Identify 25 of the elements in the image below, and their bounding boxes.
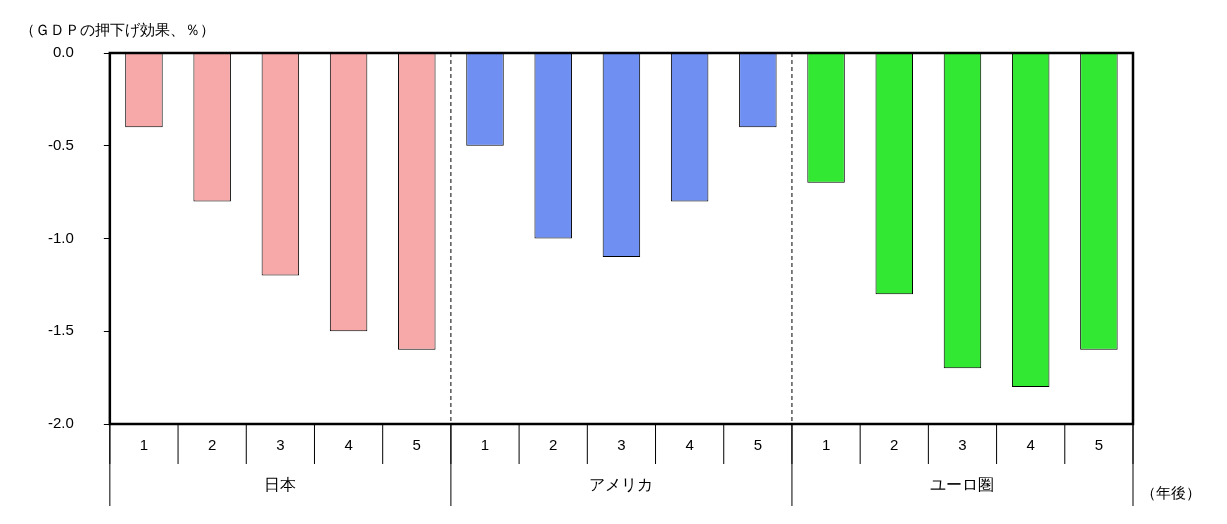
x-tick-label: 1	[821, 436, 831, 454]
x-tick-label: 1	[480, 436, 490, 454]
text: 日本	[264, 476, 297, 494]
y-tick-label: -1.0	[47, 228, 74, 246]
x-tick-label: 3	[617, 436, 626, 454]
x-tick-label: 2	[207, 436, 217, 454]
x-tick-label: 4	[344, 436, 353, 454]
x-tick-label: 2	[549, 436, 558, 454]
y-tick-label: -0.5	[47, 135, 74, 153]
x-axis-title: （年後）	[1141, 484, 1201, 502]
x-tick-label: 3	[958, 436, 967, 454]
x-tick-label: 5	[1094, 436, 1104, 454]
y-tick-label: -2.0	[47, 414, 74, 432]
x-tick-label: 5	[412, 436, 421, 454]
x-tick-label: 4	[1026, 436, 1035, 454]
x-tick-label: 3	[276, 436, 285, 454]
text: ユーロ圏	[930, 476, 995, 494]
x-tick-label: 4	[685, 436, 694, 454]
x-tick-label: 2	[890, 436, 899, 454]
x-tick-label: 5	[753, 436, 763, 454]
y-tick-label: 0.0	[52, 43, 74, 61]
y-tick-label: -1.5	[47, 321, 74, 339]
x-tick-label: 1	[139, 436, 149, 454]
y-axis-title: （ＧＤＰの押下げ効果、％）	[19, 21, 215, 38]
text: アメリカ	[589, 476, 654, 494]
